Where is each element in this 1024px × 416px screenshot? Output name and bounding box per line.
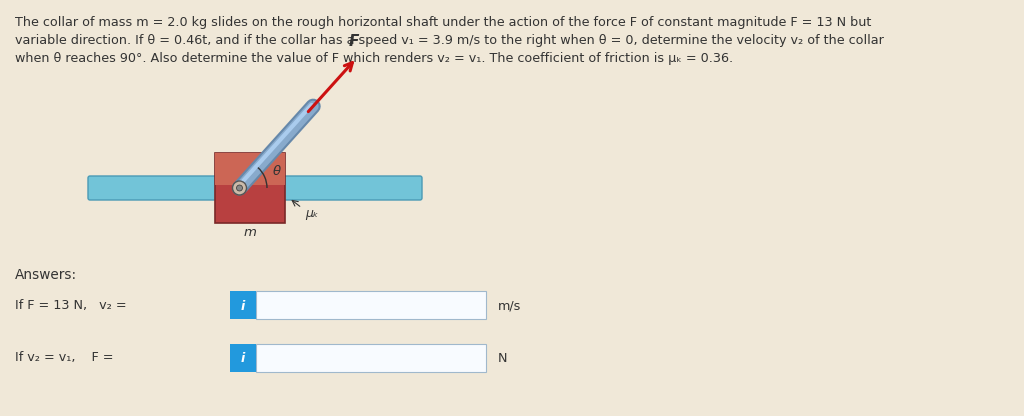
Text: Answers:: Answers: (15, 268, 77, 282)
Text: variable direction. If θ = 0.46t, and if the collar has a speed v₁ = 3.9 m/s to : variable direction. If θ = 0.46t, and if… (15, 34, 884, 47)
Circle shape (232, 181, 247, 195)
Text: F: F (348, 34, 359, 49)
Text: i: i (241, 300, 245, 312)
Text: μₖ: μₖ (305, 206, 318, 220)
Bar (215, 153, 285, 185)
Bar (230, 344, 256, 372)
Text: N: N (498, 352, 508, 366)
Bar (230, 291, 256, 319)
Text: when θ reaches 90°. Also determine the value of F which renders v₂ = v₁. The coe: when θ reaches 90°. Also determine the v… (15, 52, 733, 65)
Bar (256, 291, 486, 319)
Bar (215, 153, 285, 223)
Text: m: m (244, 226, 256, 239)
Bar (256, 344, 486, 372)
Text: m/s: m/s (498, 300, 521, 312)
Text: If v₂ = v₁,    F =: If v₂ = v₁, F = (15, 352, 114, 364)
Text: θ: θ (272, 165, 281, 178)
Text: If F = 13 N,   v₂ =: If F = 13 N, v₂ = (15, 299, 127, 312)
FancyBboxPatch shape (88, 176, 217, 200)
Text: The collar of mass m = 2.0 kg slides on the rough horizontal shaft under the act: The collar of mass m = 2.0 kg slides on … (15, 16, 871, 29)
FancyBboxPatch shape (283, 176, 422, 200)
Text: i: i (241, 352, 245, 366)
Circle shape (237, 185, 243, 191)
